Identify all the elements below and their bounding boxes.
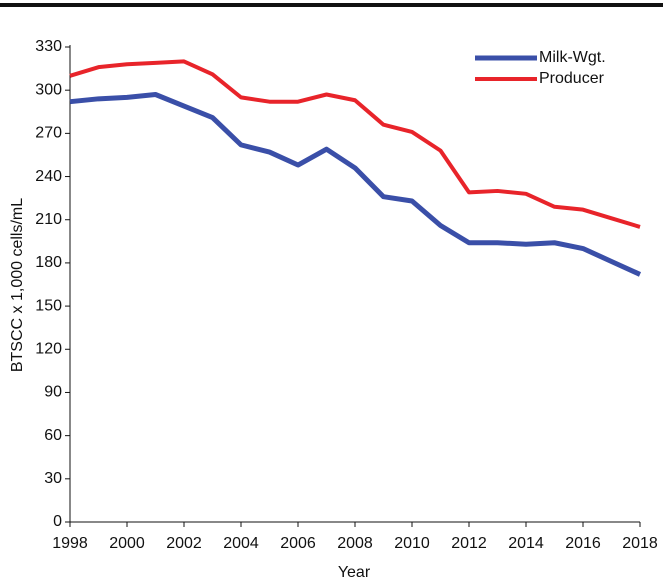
top-rule xyxy=(0,3,663,7)
series-line xyxy=(69,92,642,277)
y-tick-label: 30 xyxy=(44,470,62,487)
y-tick-label: 180 xyxy=(35,254,62,271)
x-tick-label: 2006 xyxy=(280,535,316,552)
y-tick-label: 150 xyxy=(35,297,62,314)
y-tick-label: 90 xyxy=(44,384,62,401)
y-tick-label: 60 xyxy=(44,427,62,444)
x-tick-label: 2018 xyxy=(622,535,658,552)
x-tick-label: 2000 xyxy=(109,535,145,552)
series-line xyxy=(69,59,641,229)
y-tick-label: 330 xyxy=(35,38,62,55)
x-tick-label: 2012 xyxy=(451,535,487,552)
x-axis-label: Year xyxy=(338,564,371,581)
y-tick-label: 0 xyxy=(53,513,62,530)
x-tick-label: 2016 xyxy=(565,535,601,552)
y-tick-label: 240 xyxy=(35,168,62,185)
x-tick-label: 2004 xyxy=(223,535,259,552)
legend-label: Milk-Wgt. xyxy=(539,49,606,66)
y-tick-label: 210 xyxy=(35,211,62,228)
y-tick-label: 270 xyxy=(35,125,62,142)
x-tick-label: 2014 xyxy=(508,535,544,552)
x-tick-label: 2002 xyxy=(166,535,202,552)
x-tick-label: 1998 xyxy=(52,535,88,552)
y-tick-label: 120 xyxy=(35,340,62,357)
y-axis-label: BTSCC x 1,000 cells/mL xyxy=(9,198,26,372)
x-tick-label: 2010 xyxy=(394,535,430,552)
x-tick-label: 2008 xyxy=(337,535,373,552)
legend-label: Producer xyxy=(539,70,605,87)
y-tick-label: 300 xyxy=(35,81,62,98)
